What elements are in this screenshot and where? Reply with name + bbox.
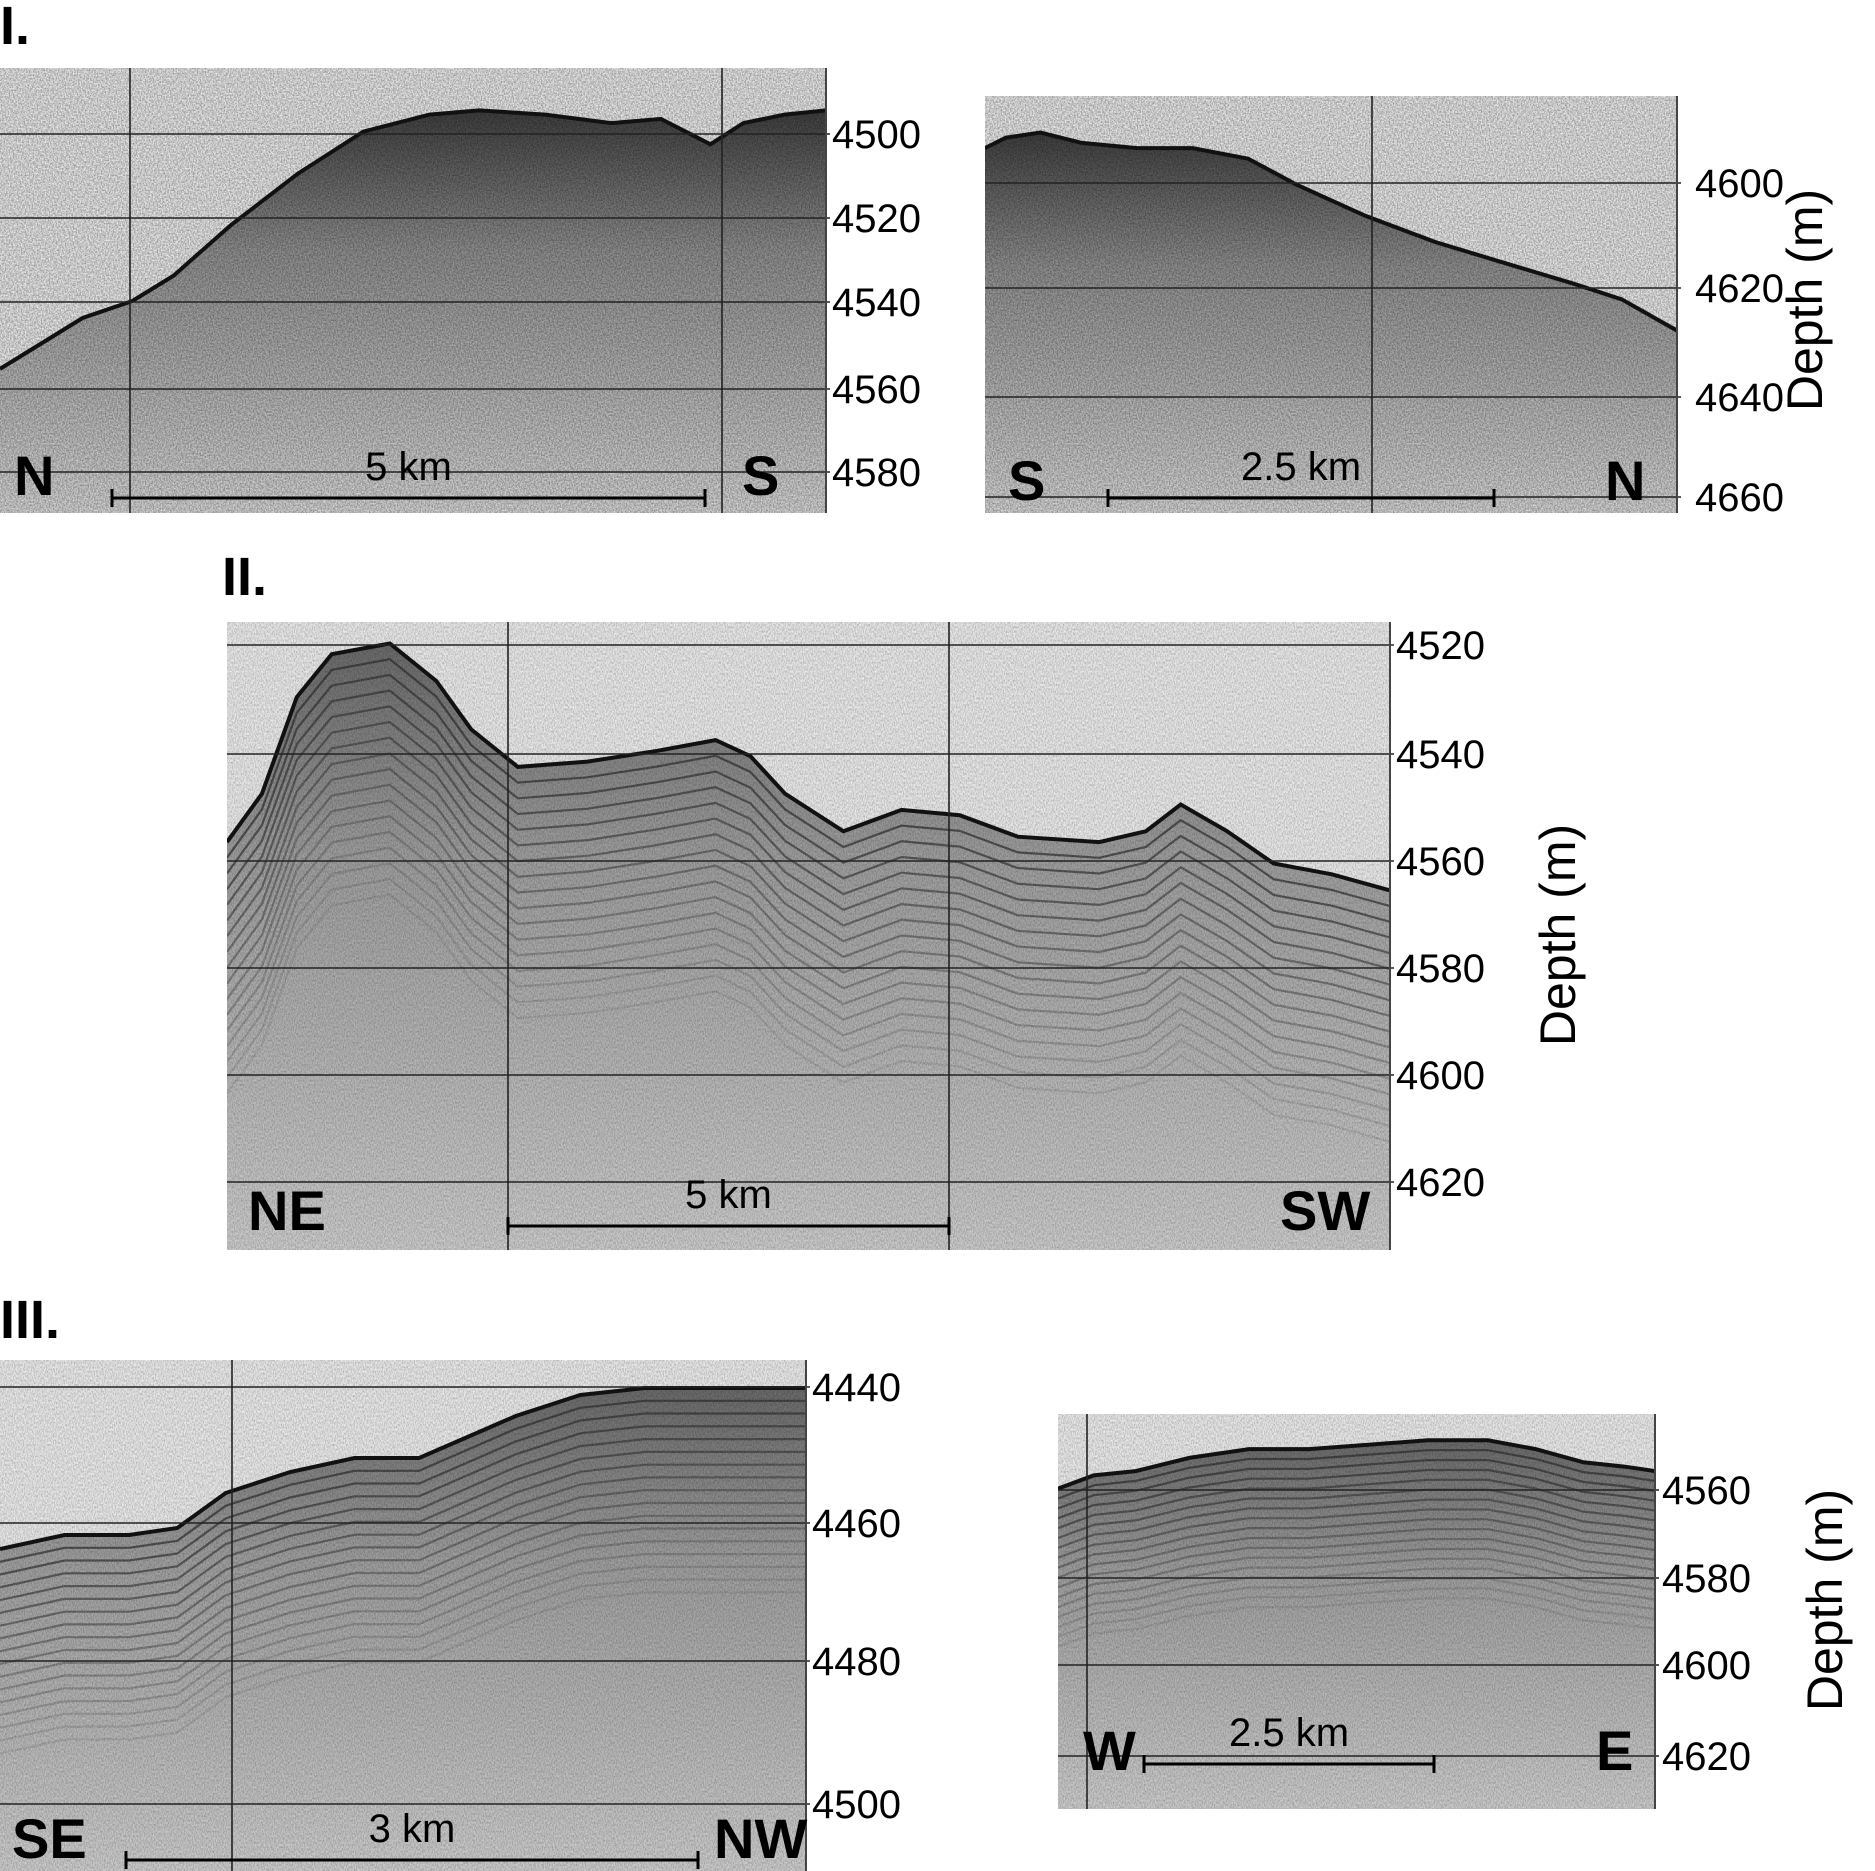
- depth-tick-label: 4620: [1695, 267, 1784, 311]
- depth-tick-label: 4520: [1396, 624, 1485, 668]
- depth-tick-label: 4440: [812, 1366, 901, 1410]
- panel-III-b: 4560 4580 4600 4620 2.5 km W E Depth (m): [1058, 1414, 1853, 1809]
- depth-tick-label: 4580: [832, 451, 921, 495]
- section-label-I: I.: [0, 0, 30, 56]
- seafloor-line: [1058, 1438, 1655, 1491]
- noise-texture: [0, 68, 826, 513]
- depth-tick-label: 4620: [1396, 1161, 1485, 1205]
- panel-I-b: 4600 4620 4640 4660 2.5 km S N Depth (m): [985, 96, 1833, 520]
- depth-tick-label: 4580: [1662, 1557, 1751, 1601]
- direction-label-left: N: [14, 444, 54, 507]
- scale-bar: [124, 1851, 700, 1869]
- noise-texture: [227, 622, 1390, 1250]
- direction-label-right: N: [1605, 449, 1645, 512]
- direction-label-left: S: [1008, 449, 1045, 512]
- scale-bar-label: 2.5 km: [1229, 1711, 1349, 1755]
- depth-tick-label: 4560: [832, 368, 921, 412]
- depth-tick-label: 4640: [1695, 376, 1784, 420]
- scale-bar-label: 5 km: [365, 445, 452, 489]
- section-label-II: II.: [222, 547, 267, 607]
- depth-tick-label: 4580: [1396, 947, 1485, 991]
- depth-tick-label: 4540: [832, 281, 921, 325]
- noise-texture: [0, 1360, 806, 1871]
- panel-II: 4520 4540 4560 4580 4600 4620 5 km NE SW Depth (m…: [227, 622, 1586, 1250]
- direction-label-right: S: [742, 444, 779, 507]
- seafloor-line: [985, 130, 1677, 333]
- scale-bar: [110, 489, 707, 507]
- depth-axis-label: Depth (m): [1777, 189, 1833, 411]
- depth-tick-label: 4500: [812, 1783, 901, 1827]
- scale-bar-label: 2.5 km: [1241, 445, 1361, 489]
- direction-label-left: W: [1083, 1719, 1136, 1782]
- section-label-III: III.: [0, 1290, 60, 1350]
- noise-texture: [1058, 1414, 1655, 1809]
- depth-tick-label: 4460: [812, 1502, 901, 1546]
- direction-label-right: NW: [714, 1807, 807, 1870]
- panel-I-a: 4500 4520 4540 4560 4580 5 km N S: [0, 68, 921, 513]
- depth-tick-label: 4540: [1396, 733, 1485, 777]
- depth-tick-label: 4600: [1396, 1054, 1485, 1098]
- depth-tick-label: 4560: [1662, 1469, 1751, 1513]
- scale-bar-label: 3 km: [369, 1807, 456, 1851]
- scale-bar-label: 5 km: [685, 1173, 772, 1217]
- direction-label-left: NE: [248, 1179, 326, 1242]
- depth-tick-label: 4660: [1695, 476, 1784, 520]
- depth-tick-label: 4480: [812, 1640, 901, 1684]
- depth-tick-label: 4560: [1396, 840, 1485, 884]
- direction-label-right: SW: [1280, 1179, 1370, 1242]
- depth-tick-label: 4600: [1695, 162, 1784, 206]
- seafloor-line: [0, 1386, 806, 1551]
- depth-axis-label: Depth (m): [1530, 824, 1586, 1046]
- scale-bar: [506, 1217, 951, 1235]
- panel-III-a: 4440 4460 4480 4500 3 km SE NW: [0, 1360, 901, 1871]
- depth-tick-label: 4520: [832, 197, 921, 241]
- depth-tick-label: 4620: [1662, 1735, 1751, 1779]
- scale-bar: [1142, 1755, 1436, 1773]
- direction-label-right: E: [1596, 1719, 1633, 1782]
- depth-tick-label: 4500: [832, 113, 921, 157]
- direction-label-left: SE: [12, 1807, 87, 1870]
- depth-tick-label: 4600: [1662, 1644, 1751, 1688]
- noise-texture: [985, 96, 1677, 513]
- scale-bar: [1106, 489, 1496, 507]
- depth-axis-label: Depth (m): [1797, 1489, 1853, 1711]
